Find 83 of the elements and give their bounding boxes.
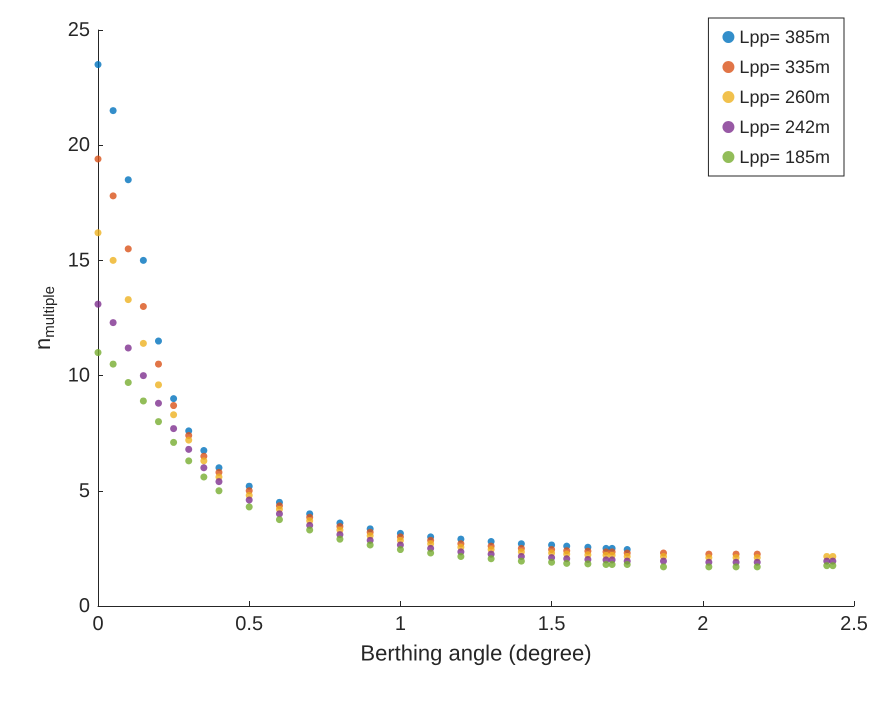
- x-tick-label: 2.5: [840, 613, 868, 635]
- point: [215, 478, 222, 486]
- point: [200, 464, 208, 472]
- point: [170, 425, 178, 432]
- point: [366, 541, 374, 548]
- point: [154, 418, 162, 426]
- point: [276, 516, 283, 524]
- point: [754, 563, 761, 570]
- point: [548, 558, 556, 566]
- point: [488, 555, 495, 562]
- point: [518, 558, 525, 565]
- point: [660, 563, 667, 570]
- point: [457, 552, 464, 560]
- y-tick-label: 25: [68, 19, 90, 41]
- point: [624, 561, 631, 568]
- point: [124, 245, 132, 252]
- point: [170, 402, 178, 410]
- point: [246, 503, 253, 510]
- point: [170, 395, 178, 402]
- point: [584, 560, 592, 568]
- point: [140, 397, 147, 404]
- point: [154, 400, 162, 407]
- x-tick-label: 0: [92, 613, 104, 635]
- point: [94, 300, 102, 308]
- point: [124, 379, 132, 386]
- point: [829, 562, 836, 570]
- point: [94, 156, 102, 163]
- legend-label: Lpp= 185m: [739, 147, 830, 167]
- point: [110, 192, 117, 200]
- point: [276, 510, 283, 518]
- point: [94, 229, 102, 236]
- point: [660, 558, 667, 565]
- point: [154, 381, 162, 388]
- legend-label: Lpp= 242m: [739, 117, 830, 137]
- point: [170, 411, 178, 418]
- legend-label: Lpp= 385m: [739, 27, 830, 47]
- point: [246, 496, 253, 504]
- point: [306, 526, 314, 534]
- point: [94, 349, 102, 356]
- point: [140, 256, 147, 264]
- point: [705, 563, 712, 570]
- point: [154, 338, 162, 345]
- point: [200, 446, 208, 454]
- x-tick-label: 0.5: [235, 613, 264, 635]
- point: [124, 344, 132, 352]
- point: [110, 256, 117, 264]
- point: [110, 360, 117, 368]
- y-tick-label: 10: [68, 364, 90, 387]
- point: [563, 560, 570, 567]
- point: [185, 457, 192, 464]
- y-tick-label: 20: [68, 134, 90, 156]
- point: [336, 536, 344, 543]
- point: [602, 561, 610, 568]
- y-tick-label: 0: [78, 595, 90, 617]
- point: [154, 360, 162, 368]
- point: [170, 438, 178, 446]
- point: [140, 340, 147, 347]
- x-tick-label: 2: [697, 613, 708, 635]
- point: [732, 563, 740, 570]
- x-tick-label: 1: [394, 613, 406, 635]
- point: [110, 107, 117, 114]
- x-tick-label: 1.5: [538, 613, 566, 635]
- y-tick-label: 15: [68, 249, 90, 272]
- legend-label: Lpp= 260m: [739, 87, 830, 107]
- point: [124, 176, 132, 184]
- point: [185, 436, 192, 444]
- point: [396, 546, 404, 554]
- point: [185, 446, 192, 453]
- x-axis-title: Berthing angle (degree): [360, 640, 592, 666]
- point: [200, 473, 208, 480]
- legend-label: Lpp= 335m: [739, 57, 830, 77]
- point: [215, 487, 222, 494]
- point: [94, 61, 102, 68]
- y-tick-label: 5: [78, 480, 90, 502]
- point: [110, 319, 117, 326]
- point: [200, 457, 208, 464]
- point: [140, 302, 147, 310]
- point: [140, 372, 147, 380]
- point: [608, 561, 616, 568]
- point: [823, 562, 830, 570]
- y-axis-title: nmultiple: [30, 286, 58, 350]
- point: [427, 550, 434, 557]
- point: [124, 296, 132, 304]
